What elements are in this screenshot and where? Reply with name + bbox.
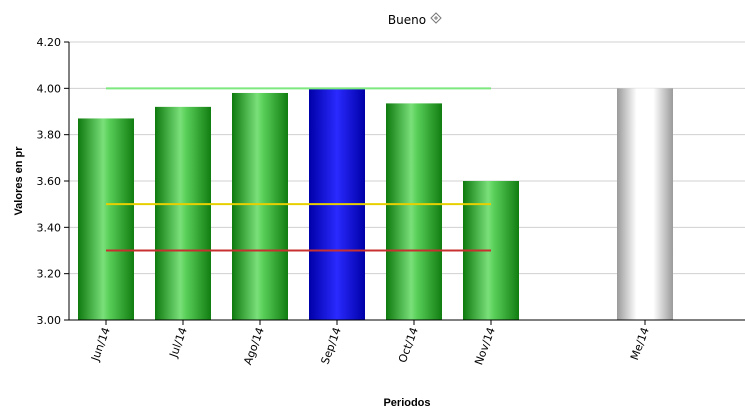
y-tick-label: 4.20 xyxy=(37,36,62,49)
x-tick-label: Sep/14 xyxy=(318,326,343,367)
x-tick-label: Jul/14 xyxy=(167,326,190,361)
y-tick-label: 3.80 xyxy=(37,129,62,142)
bar-me-14[interactable] xyxy=(617,88,673,320)
bar-ago-14[interactable] xyxy=(232,92,288,320)
y-tick-label: 3.40 xyxy=(37,221,62,234)
y-tick-label: 3.60 xyxy=(37,175,62,188)
x-tick-label: Ago/14 xyxy=(241,326,267,367)
bar-oct-14[interactable] xyxy=(386,103,442,321)
y-tick-label: 3.20 xyxy=(37,268,62,281)
x-axis-ticks: Jun/14 Jul/14 Ago/14 Sep/14 Oct/14 Nov/14 Me/1… xyxy=(88,320,652,367)
x-tick-label: Me/14 xyxy=(628,326,652,362)
x-axis-title: Periodos xyxy=(383,397,430,409)
chart-title: Bueno xyxy=(388,13,426,27)
bars-group xyxy=(78,88,673,321)
x-tick-label: Oct/14 xyxy=(396,326,421,365)
y-tick-label: 3.00 xyxy=(37,314,62,327)
bar-jul-14[interactable] xyxy=(155,106,211,320)
y-axis-title: Valores en pr xyxy=(13,146,25,216)
diamond-arrows-icon xyxy=(430,12,442,24)
y-tick-label: 4.00 xyxy=(37,82,62,95)
x-tick-label: Jun/14 xyxy=(88,326,112,364)
bar-jun-14[interactable] xyxy=(78,118,134,320)
y-axis-ticks: 3.00 3.20 3.40 3.60 3.80 4.00 4.20 xyxy=(37,36,69,327)
reference-lines xyxy=(106,87,491,252)
x-tick-label: Nov/14 xyxy=(472,326,498,367)
